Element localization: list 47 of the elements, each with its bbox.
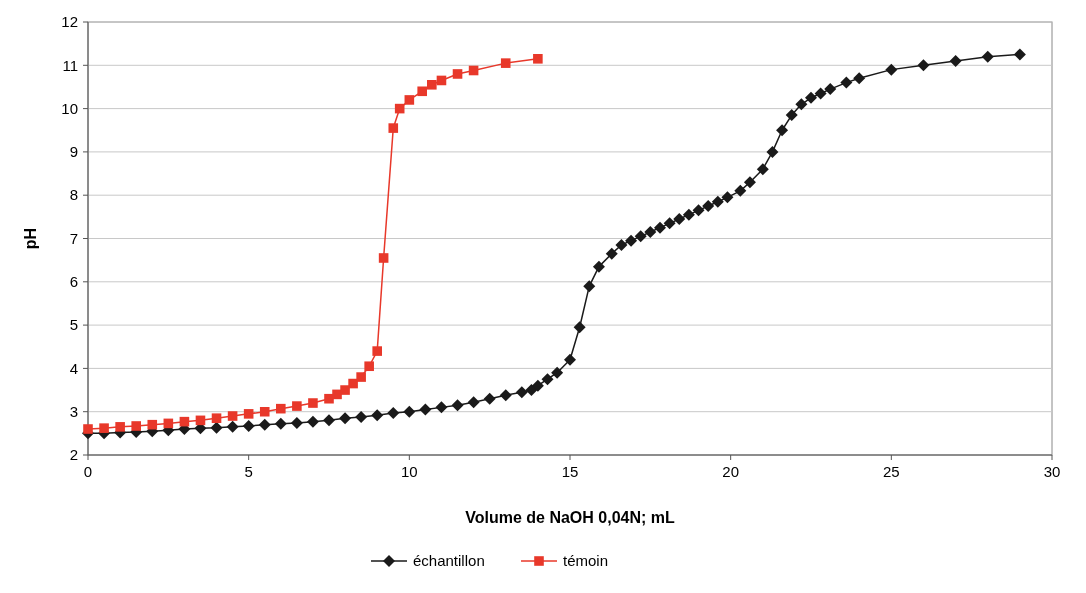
point xyxy=(243,409,254,419)
point xyxy=(372,346,382,356)
y-tick-label: 5 xyxy=(69,316,78,334)
y-tick-label: 9 xyxy=(69,143,78,161)
point xyxy=(147,419,158,430)
x-tick-label: 5 xyxy=(244,463,253,480)
y-tick-label: 4 xyxy=(69,359,78,377)
y-tick-label: 6 xyxy=(69,273,78,291)
legend-label: témoin xyxy=(563,552,609,570)
y-tick-label: 11 xyxy=(62,56,78,74)
y-tick-label: 8 xyxy=(69,186,78,204)
point xyxy=(533,54,543,64)
point xyxy=(500,58,511,68)
point xyxy=(364,361,374,372)
point xyxy=(404,95,415,105)
point xyxy=(356,372,366,382)
x-tick-label: 15 xyxy=(561,463,579,480)
point xyxy=(427,79,437,90)
point xyxy=(227,411,238,421)
x-axis-title: Volume de NaOH 0,04N; mL xyxy=(465,509,675,526)
x-tick-label: 20 xyxy=(722,463,740,480)
point xyxy=(308,398,318,408)
y-tick-label: 2 xyxy=(69,446,78,464)
point xyxy=(259,406,270,417)
point xyxy=(115,422,125,432)
point xyxy=(276,403,286,414)
point xyxy=(348,378,358,389)
point xyxy=(292,401,302,411)
point xyxy=(388,123,399,133)
y-tick-label: 12 xyxy=(61,13,78,31)
y-tick-label: 7 xyxy=(69,229,78,247)
point xyxy=(340,385,350,395)
point xyxy=(83,424,93,434)
point xyxy=(452,69,463,79)
point xyxy=(211,413,222,423)
y-tick-label: 10 xyxy=(61,99,78,117)
point xyxy=(417,86,427,97)
x-tick-label: 30 xyxy=(1043,463,1061,480)
x-tick-label: 0 xyxy=(83,463,93,480)
point xyxy=(99,423,109,433)
legend-label: échantillon xyxy=(413,552,485,570)
y-axis-title: pH xyxy=(22,227,39,250)
x-tick-label: 10 xyxy=(400,463,418,480)
x-tick-label: 25 xyxy=(882,463,900,480)
point xyxy=(378,253,389,263)
y-tick-label: 3 xyxy=(69,402,78,420)
point xyxy=(131,421,141,431)
